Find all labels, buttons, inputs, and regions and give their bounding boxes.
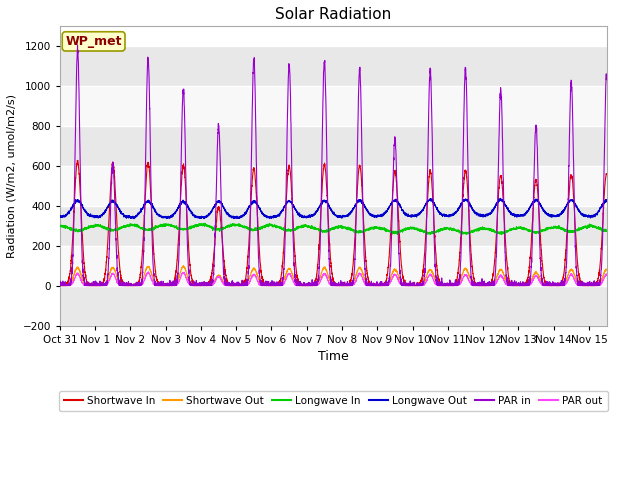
Bar [60, 86, 607, 126]
Bar [60, 286, 607, 325]
Bar [60, 46, 607, 86]
Title: Solar Radiation: Solar Radiation [275, 7, 391, 22]
Text: WP_met: WP_met [65, 35, 122, 48]
Y-axis label: Radiation (W/m2, umol/m2/s): Radiation (W/m2, umol/m2/s) [7, 94, 17, 258]
Bar [60, 126, 607, 166]
Legend: Shortwave In, Shortwave Out, Longwave In, Longwave Out, PAR in, PAR out: Shortwave In, Shortwave Out, Longwave In… [59, 391, 608, 411]
Bar [60, 205, 607, 246]
X-axis label: Time: Time [318, 350, 349, 363]
Bar [60, 166, 607, 205]
Bar [60, 246, 607, 286]
